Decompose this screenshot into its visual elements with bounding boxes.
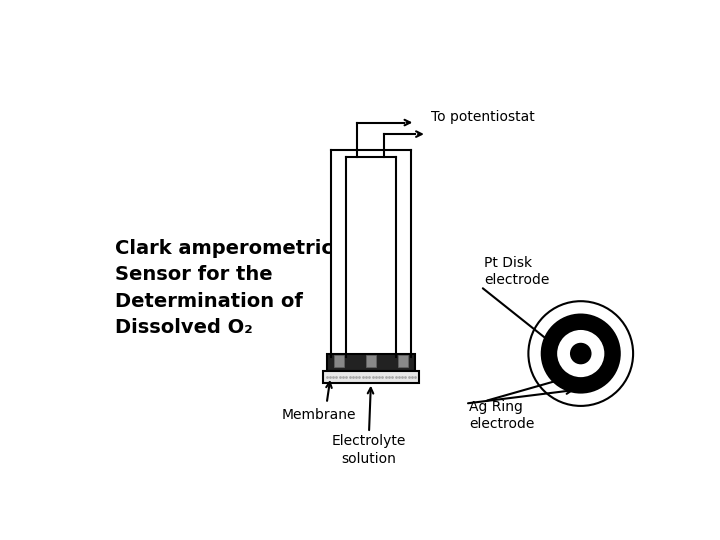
Text: Electrolyte
solution: Electrolyte solution — [332, 434, 406, 465]
Bar — [366, 355, 376, 368]
Circle shape — [541, 314, 621, 394]
Text: Ag Ring
electrode: Ag Ring electrode — [469, 400, 534, 431]
Bar — [398, 355, 408, 368]
Text: Clark amperometric
Sensor for the
Determination of
Dissolved O₂: Clark amperometric Sensor for the Determ… — [115, 239, 333, 338]
Circle shape — [556, 329, 606, 378]
Text: To potentiostat: To potentiostat — [431, 110, 534, 124]
Circle shape — [528, 301, 633, 406]
Bar — [323, 372, 419, 383]
Bar — [327, 354, 415, 372]
Text: Pt Disk
electrode: Pt Disk electrode — [485, 255, 550, 287]
Circle shape — [570, 343, 592, 364]
Bar — [334, 355, 343, 368]
Text: Membrane: Membrane — [282, 408, 356, 422]
